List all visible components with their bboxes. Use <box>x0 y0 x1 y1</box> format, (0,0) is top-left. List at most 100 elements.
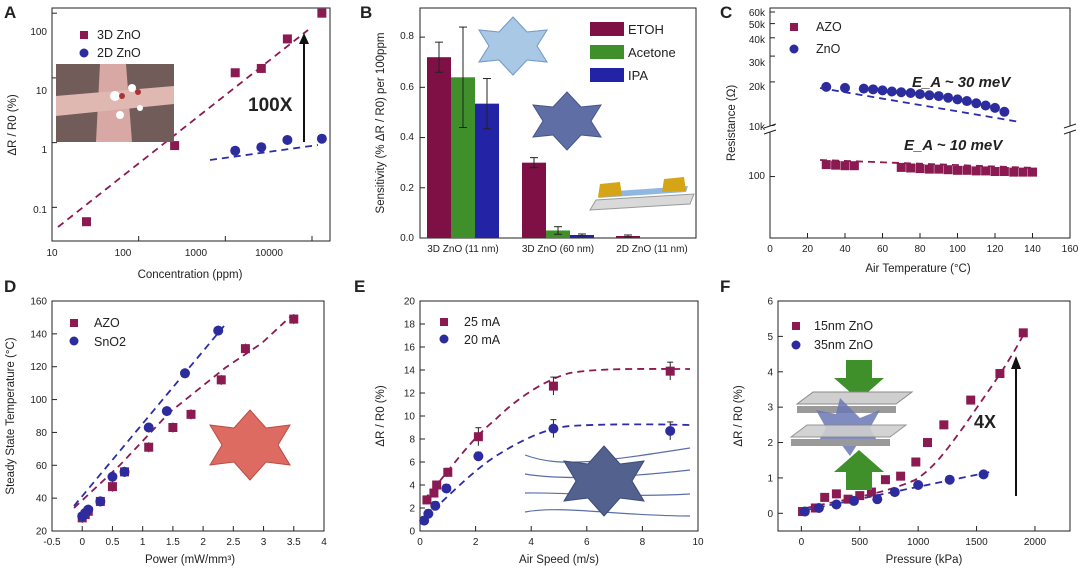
data-point-azo <box>896 162 906 172</box>
plot-frame-a <box>51 7 331 242</box>
y-tick-f-1: 1 <box>767 473 773 484</box>
tick-labels-f: 0 500 1000 1500 2000 0 1 2 3 4 5 6 <box>767 297 1046 549</box>
x-tick-c-5: 100 <box>949 244 966 255</box>
data-point-35nm <box>913 480 924 490</box>
data-point-35nm <box>872 494 883 505</box>
x-tick-c-3: 60 <box>877 244 889 255</box>
tick-labels-e: 0 2 4 6 8 10 0 2 4 6 8 10 12 14 16 18 20 <box>404 297 704 549</box>
y-tick-e-6: 12 <box>404 389 416 400</box>
data-point-2d-zno <box>256 142 267 153</box>
inset-press <box>789 360 914 490</box>
x-tick-e-1: 2 <box>473 537 479 548</box>
x-tick-e-4: 8 <box>640 537 646 548</box>
x-tick-a-2: 1000 <box>185 248 208 259</box>
panel-label-b: B <box>360 3 372 22</box>
x-tick-f-4: 2000 <box>1024 537 1047 548</box>
data-point-azo <box>840 161 850 171</box>
data-point-15nm <box>966 395 976 405</box>
x-tick-d-6: 2.5 <box>226 537 240 548</box>
x-tick-e-5: 10 <box>692 537 704 548</box>
legend-marker-3d-zno <box>80 31 88 39</box>
data-point-15nm <box>896 471 906 481</box>
y-axis-label-c: Resistance (Ω) <box>726 85 738 162</box>
data-point-sno2 <box>119 466 130 477</box>
data-point-sno2 <box>179 368 190 379</box>
data-point-zno <box>858 83 869 94</box>
legend-marker-azo-d <box>70 319 78 327</box>
y-tick-a-0: 0.1 <box>33 205 47 216</box>
data-point-azo <box>943 165 953 175</box>
legend-label-azo-d: AZO <box>94 316 120 330</box>
x-tick-d-0: -0.5 <box>43 537 61 548</box>
data-point-sno2 <box>107 471 118 482</box>
bars-b <box>427 26 640 239</box>
panel-b: B 0.0 0.2 0.4 0.6 0.8 3D ZnO (11 nm) 3D … <box>360 3 697 255</box>
y-tick-d-7: 160 <box>30 297 47 308</box>
x-axis-label-a: Concentration (ppm) <box>138 269 243 281</box>
data-point-35nm <box>944 474 955 485</box>
y-tick-e-4: 8 <box>409 435 415 446</box>
x-tick-f-0: 0 <box>799 537 805 548</box>
y-tick-a-3: 100 <box>30 27 47 38</box>
x-category-b-1: 3D ZnO (60 nm) <box>522 244 594 255</box>
data-point-15nm <box>831 489 841 499</box>
y-tick-f-0: 0 <box>767 509 773 520</box>
x-tick-f-2: 1000 <box>907 537 930 548</box>
x-tick-e-2: 4 <box>528 537 534 548</box>
axis-break-left <box>763 123 777 135</box>
y-tick-d-1: 40 <box>36 494 48 505</box>
y-tick-b-0: 0.0 <box>400 233 414 244</box>
data-point-zno <box>905 87 916 98</box>
arrow-head-icon <box>299 33 309 44</box>
fit-line-20ma <box>423 423 691 519</box>
plot-frame-f <box>777 300 1071 532</box>
y-tick-b-4: 0.8 <box>400 31 414 42</box>
legend-marker-25ma <box>440 318 448 326</box>
fit-line-sno2 <box>73 325 225 507</box>
x-tick-d-5: 2 <box>200 537 206 548</box>
panel-a: A 10 100 1000 10000 0.1 1 10 100 Concent… <box>4 3 331 281</box>
panel-f: F Pressure (kPa) ΔR / R0 (%) 0 500 1000 150… <box>720 277 1071 566</box>
legend-marker-azo-c <box>790 23 798 31</box>
legend-label-3d-zno: 3D ZnO <box>97 28 141 42</box>
series-marks-a <box>81 8 327 227</box>
y-axis-label-b: Sensitivity (% ΔR / R0) per 100ppm <box>375 33 387 214</box>
y-tick-e-5: 10 <box>404 412 416 423</box>
fit-line-35nm <box>805 471 991 511</box>
fit-line-zno <box>819 87 1021 123</box>
y-tick-e-1: 2 <box>409 504 415 515</box>
legend-label-sno2: SnO2 <box>94 335 126 349</box>
inset-device <box>589 177 695 211</box>
data-point-20ma <box>423 508 434 519</box>
legend-label-azo-c: AZO <box>816 20 842 34</box>
x-tick-e-0: 0 <box>417 537 423 548</box>
data-point-azo <box>216 375 226 385</box>
annotation-100x: 100X <box>248 95 293 116</box>
data-point-azo <box>999 167 1009 177</box>
data-point-zno <box>933 91 944 102</box>
data-point-zno <box>821 81 832 92</box>
data-point-35nm <box>799 506 810 517</box>
data-point-azo <box>1009 167 1019 177</box>
data-point-20ma <box>430 500 441 511</box>
data-point-zno <box>896 87 907 98</box>
x-axis-label-c: Air Temperature (°C) <box>865 263 971 275</box>
inset-lattice-light <box>478 16 548 76</box>
y-tick-d-0: 20 <box>36 527 48 538</box>
x-axis-label-f: Pressure (kPa) <box>886 554 963 566</box>
series-marks-c <box>821 81 1037 177</box>
panel-d: D Power (mW/mm³) Steady State Temperatur… <box>4 277 327 566</box>
y-tick-e-8: 16 <box>404 343 416 354</box>
data-point-3d-zno <box>317 8 327 18</box>
x-tick-a-1: 100 <box>115 248 132 259</box>
y-axis-label-e: ΔR / R0 (%) <box>375 385 387 447</box>
x-category-b-0: 3D ZnO (11 nm) <box>427 244 499 255</box>
inset-lattice-dark <box>532 91 602 151</box>
legend-label-etoh: ETOH <box>628 22 664 37</box>
y-tick-f-5: 5 <box>767 332 773 343</box>
y-tick-a-1: 1 <box>41 145 47 156</box>
y-tick-c-40k: 40k <box>749 35 766 46</box>
y-tick-f-3: 3 <box>767 403 773 414</box>
data-point-azo <box>1028 167 1037 177</box>
y-tick-b-1: 0.2 <box>400 183 414 194</box>
